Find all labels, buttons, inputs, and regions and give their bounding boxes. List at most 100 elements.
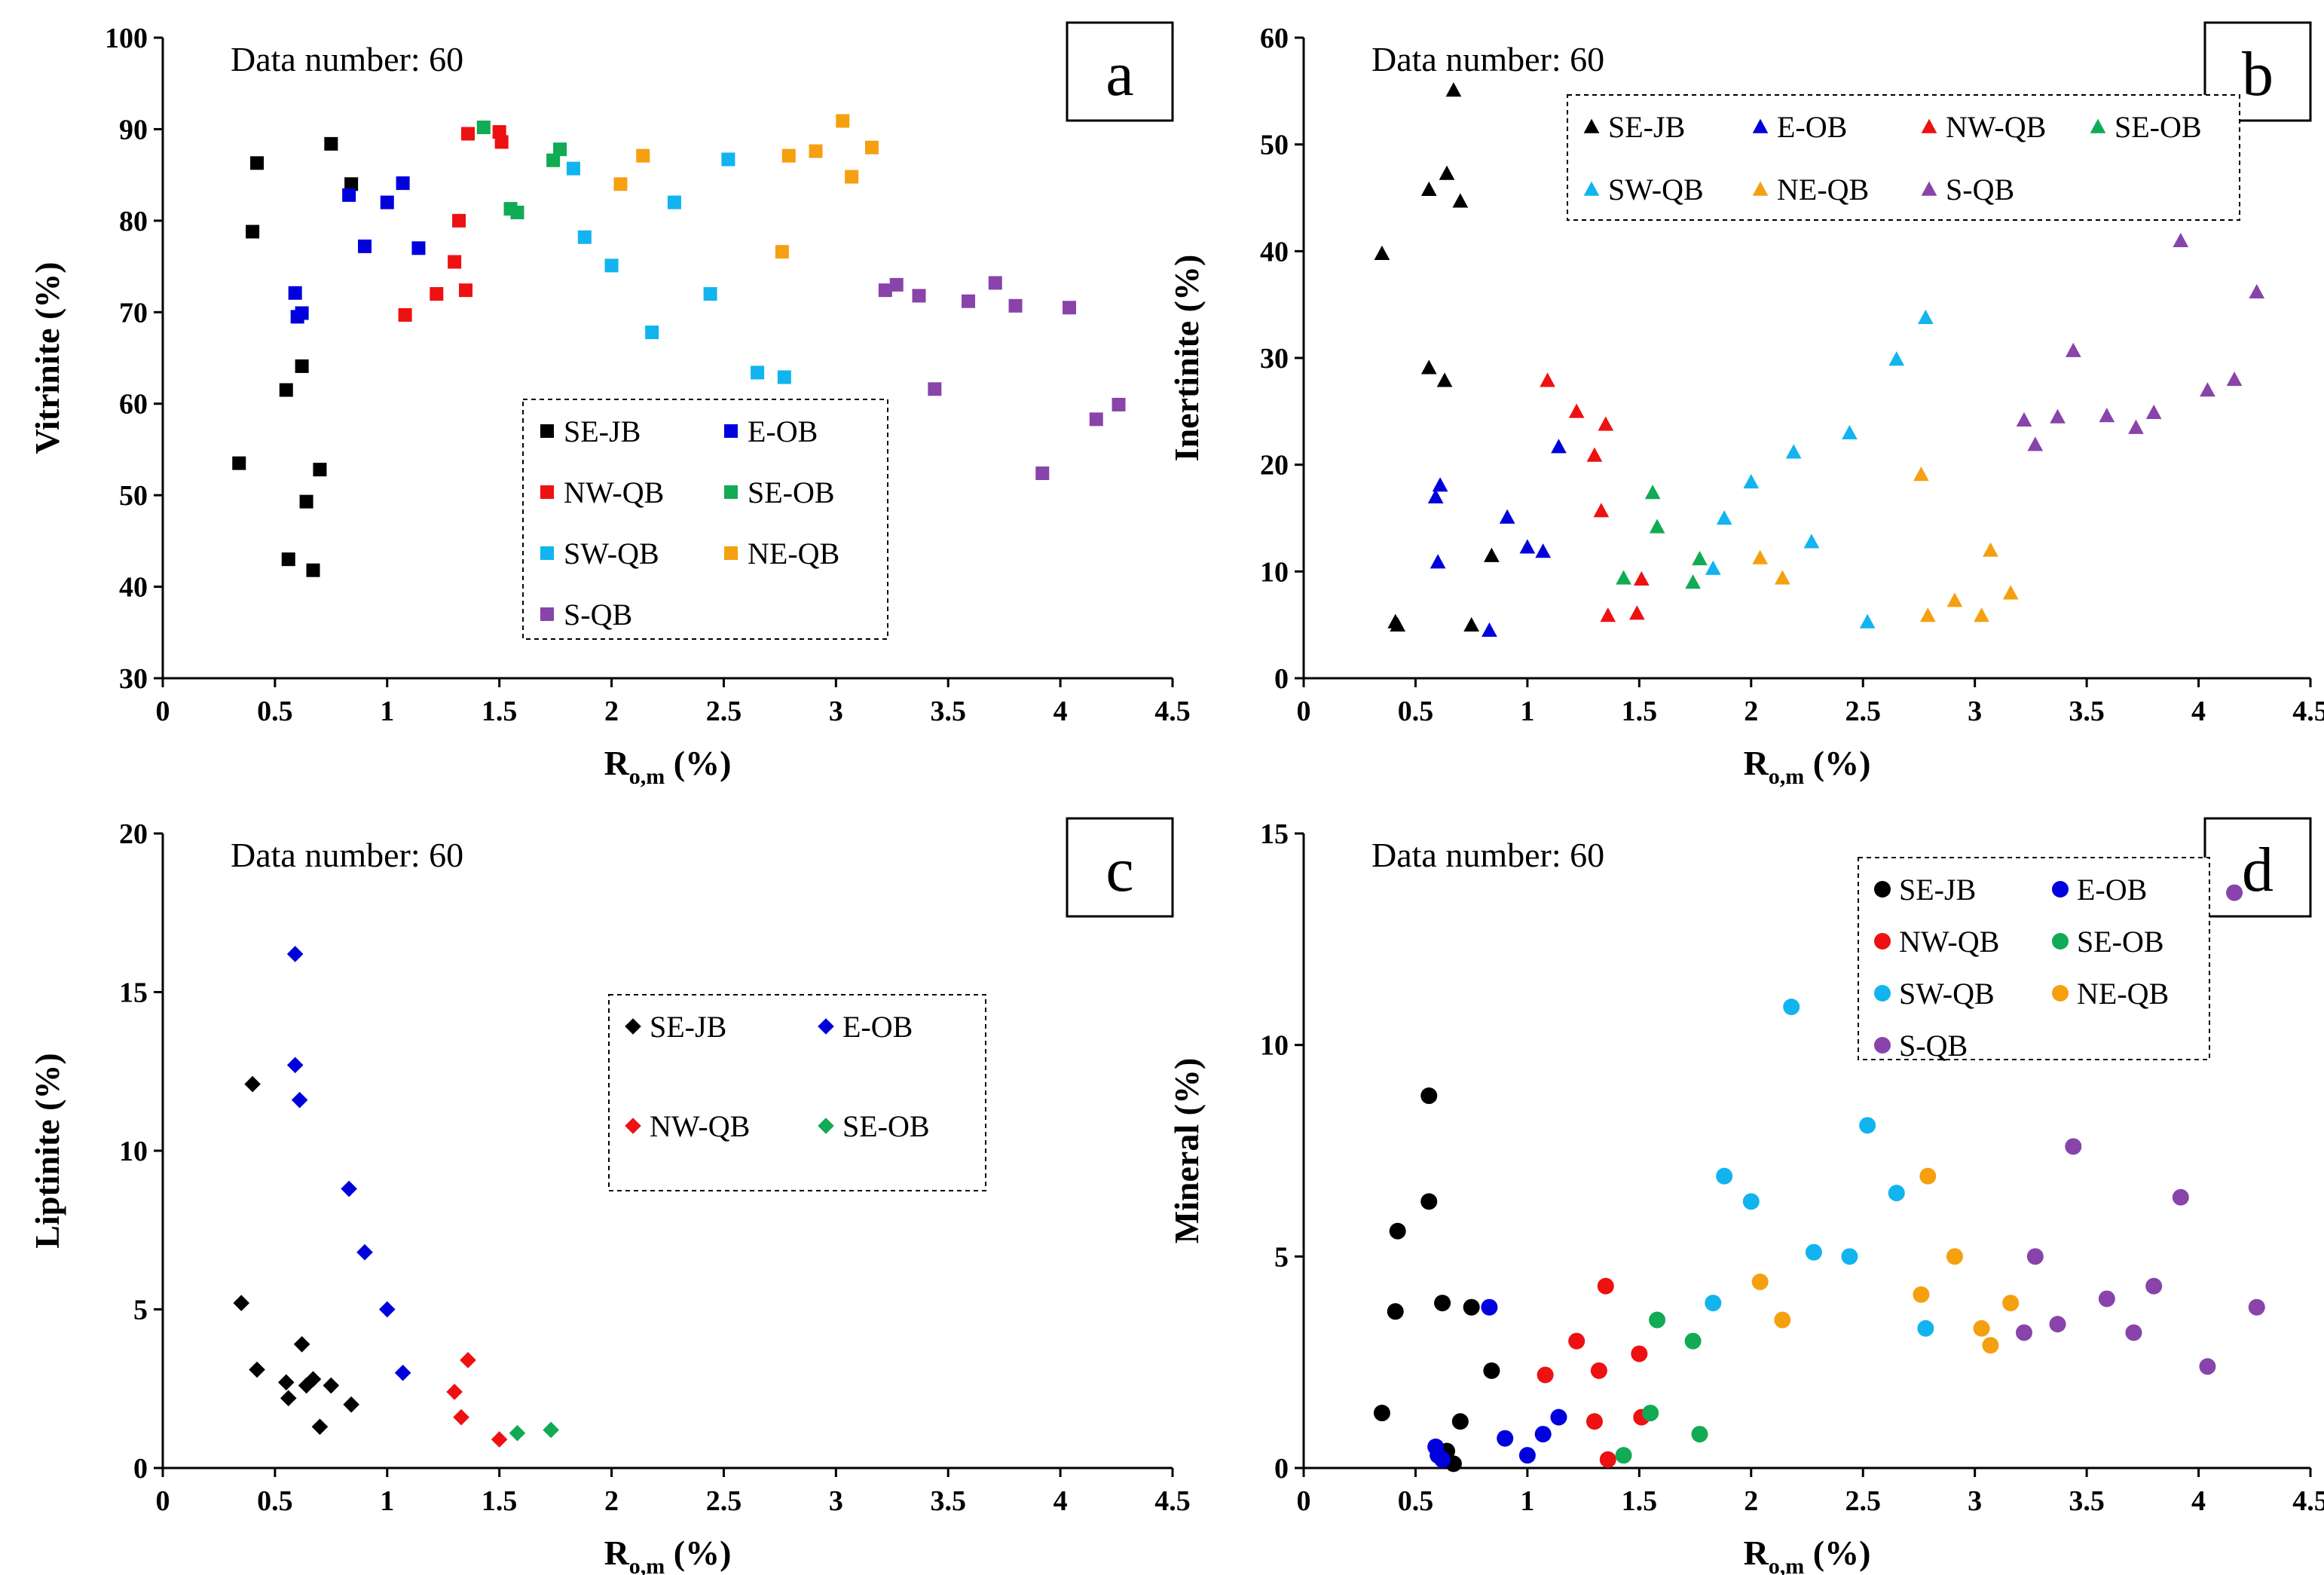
data-point-se-ob bbox=[1684, 1332, 1702, 1350]
data-point-nw-qb bbox=[1586, 1413, 1603, 1430]
data-point-sw-qb bbox=[1888, 351, 1905, 366]
x-tick-label: 3 bbox=[1968, 1485, 1982, 1517]
data-point-ne-qb bbox=[1919, 1167, 1937, 1185]
data-point-se-ob bbox=[1642, 1405, 1659, 1422]
data-point-se-ob bbox=[509, 1424, 526, 1442]
panel-letter: d bbox=[2242, 835, 2274, 905]
data-point-s-qb bbox=[2128, 419, 2144, 434]
y-tick-label: 80 bbox=[119, 206, 148, 237]
legend-label: SE-OB bbox=[2077, 925, 2164, 959]
legend-marker-ne-qb bbox=[2052, 985, 2069, 1002]
y-tick-label: 40 bbox=[119, 572, 148, 604]
y-tick-label: 60 bbox=[1260, 23, 1289, 54]
data-point-ne-qb bbox=[781, 148, 796, 163]
data-point-se-jb bbox=[306, 563, 320, 577]
x-tick-label: 2 bbox=[604, 1485, 619, 1517]
y-axis-label: Inertinite (%) bbox=[1167, 255, 1206, 462]
x-axis-label: Ro,m (%) bbox=[1744, 744, 1871, 789]
data-point-s-qb bbox=[1089, 412, 1103, 427]
data-point-s-qb bbox=[2145, 404, 2162, 420]
data-point-sw-qb bbox=[777, 370, 791, 384]
data-point-se-jb bbox=[1451, 1413, 1469, 1430]
data-point-nw-qb bbox=[1598, 416, 1614, 431]
data-point-se-jb bbox=[323, 1377, 340, 1394]
x-tick-label: 0 bbox=[156, 696, 170, 727]
data-point-se-jb bbox=[1445, 82, 1462, 97]
data-point-se-jb bbox=[279, 383, 293, 397]
data-number-note: Data number: 60 bbox=[231, 40, 463, 78]
data-point-se-jb bbox=[1436, 372, 1453, 387]
data-point-ne-qb bbox=[2002, 1295, 2020, 1312]
y-tick-label: 10 bbox=[119, 1136, 148, 1167]
data-point-nw-qb bbox=[1629, 605, 1645, 620]
data-point-ne-qb bbox=[1982, 1337, 1999, 1354]
legend-marker-s-qb bbox=[540, 607, 554, 621]
data-point-sw-qb bbox=[1716, 1167, 1733, 1185]
data-point-se-jb bbox=[233, 1295, 250, 1311]
data-point-s-qb bbox=[2249, 283, 2265, 298]
data-point-s-qb bbox=[2065, 1138, 2082, 1155]
x-tick-label: 3.5 bbox=[2069, 1485, 2105, 1517]
y-tick-label: 5 bbox=[1274, 1241, 1289, 1273]
legend-label: SW-QB bbox=[1608, 173, 1704, 206]
data-point-se-ob bbox=[1616, 570, 1631, 585]
y-tick-label: 20 bbox=[119, 818, 148, 850]
data-point-se-jb bbox=[1483, 1362, 1500, 1379]
data-point-s-qb bbox=[2173, 232, 2189, 247]
data-point-e-ob bbox=[1499, 509, 1515, 524]
y-tick-label: 50 bbox=[1260, 130, 1289, 161]
x-tick-label: 1 bbox=[1520, 696, 1534, 727]
data-point-s-qb bbox=[2016, 411, 2032, 427]
data-point-nw-qb bbox=[1540, 372, 1555, 387]
x-tick-label: 1 bbox=[380, 696, 394, 727]
data-point-s-qb bbox=[2099, 408, 2115, 423]
data-point-e-ob bbox=[1550, 1408, 1567, 1426]
y-tick-label: 10 bbox=[1260, 556, 1289, 588]
y-tick-label: 50 bbox=[119, 480, 148, 512]
legend-label: SW-QB bbox=[564, 537, 659, 570]
data-point-s-qb bbox=[2098, 1290, 2115, 1307]
x-tick-label: 4 bbox=[1053, 696, 1068, 727]
data-point-se-jb bbox=[313, 463, 327, 477]
data-point-se-jb bbox=[293, 1336, 310, 1353]
data-point-s-qb bbox=[2172, 1188, 2189, 1206]
data-point-e-ob bbox=[1430, 554, 1446, 569]
data-point-s-qb bbox=[2145, 1277, 2163, 1295]
x-tick-label: 2.5 bbox=[1845, 1485, 1881, 1517]
data-point-e-ob bbox=[356, 1243, 373, 1261]
x-tick-label: 1.5 bbox=[482, 696, 518, 727]
data-point-se-jb bbox=[1452, 193, 1469, 208]
data-point-ne-qb bbox=[836, 114, 850, 128]
panel-letter-box bbox=[1066, 817, 1174, 918]
data-point-sw-qb bbox=[1705, 560, 1721, 575]
data-point-ne-qb bbox=[864, 140, 879, 154]
data-point-se-ob bbox=[543, 1421, 559, 1439]
data-point-sw-qb bbox=[1841, 1248, 1858, 1265]
y-axis-label: Vitrinite (%) bbox=[28, 261, 66, 454]
data-point-nw-qb bbox=[491, 1431, 508, 1448]
data-point-e-ob bbox=[394, 1364, 411, 1381]
data-point-se-jb bbox=[281, 552, 295, 567]
data-point-sw-qb bbox=[577, 230, 592, 244]
data-point-ne-qb bbox=[1946, 1248, 1963, 1265]
data-point-nw-qb bbox=[1568, 403, 1585, 418]
legend-marker-s-qb bbox=[1874, 1037, 1891, 1054]
panel-letter-box bbox=[1066, 21, 1174, 122]
data-point-se-ob bbox=[1644, 485, 1661, 500]
y-tick-label: 10 bbox=[1260, 1030, 1289, 1062]
data-point-e-ob bbox=[288, 286, 302, 300]
data-point-s-qb bbox=[889, 277, 904, 292]
data-point-e-ob bbox=[358, 239, 372, 253]
x-axis-label: Ro,m (%) bbox=[604, 744, 732, 789]
y-tick-label: 40 bbox=[1260, 236, 1289, 268]
y-tick-label: 15 bbox=[1260, 818, 1289, 850]
chart-panel-c: 0 0.5 1 1.5 2 2.5 3 3.5 4 4.5 0 5 10 15 20 Ro,m (%) Lipt… bbox=[28, 817, 1191, 1575]
data-point-nw-qb bbox=[1590, 1362, 1607, 1379]
data-point-nw-qb bbox=[398, 307, 412, 322]
data-point-s-qb bbox=[2125, 1324, 2142, 1341]
data-point-s-qb bbox=[912, 289, 926, 303]
data-point-e-ob bbox=[1535, 543, 1552, 558]
data-point-e-ob bbox=[1432, 477, 1448, 492]
data-point-e-ob bbox=[286, 1057, 304, 1074]
data-point-nw-qb bbox=[1593, 503, 1610, 518]
